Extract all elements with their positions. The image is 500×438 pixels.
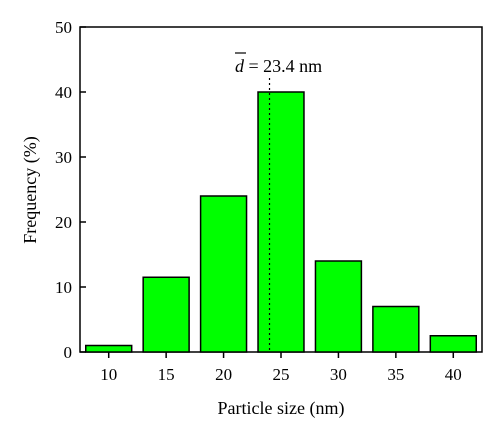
mean-annotation: d = 23.4 nm — [235, 52, 322, 76]
x-tick-label: 40 — [445, 365, 462, 384]
x-axis-title: Particle size (nm) — [218, 398, 345, 419]
y-tick-label: 40 — [55, 83, 72, 102]
x-tick-label: 15 — [158, 365, 175, 384]
bar-10 — [84, 344, 133, 353]
x-tick-label: 30 — [330, 365, 347, 384]
x-axis-ticks: 10 15 20 25 30 35 40 — [100, 352, 462, 384]
x-tick-label: 35 — [387, 365, 404, 384]
y-tick-label: 0 — [64, 343, 73, 362]
bar-15 — [142, 276, 190, 353]
y-tick-label: 20 — [55, 213, 72, 232]
mean-value-label: = 23.4 nm — [244, 56, 322, 76]
svg-text:d = 23.4 nm: d = 23.4 nm — [235, 56, 322, 76]
bar-40 — [429, 335, 478, 353]
bar-25 — [257, 91, 305, 353]
x-tick-label: 20 — [215, 365, 232, 384]
x-tick-label: 25 — [273, 365, 290, 384]
x-tick-label: 10 — [100, 365, 117, 384]
y-tick-label: 50 — [55, 18, 72, 37]
bar-20 — [199, 195, 248, 353]
y-tick-label: 10 — [55, 278, 72, 297]
y-axis-title: Frequency (%) — [20, 136, 41, 243]
y-tick-label: 30 — [55, 148, 72, 167]
mean-symbol: d — [235, 56, 245, 76]
bar-35 — [372, 305, 420, 353]
bar-30 — [314, 260, 363, 353]
bars-group — [84, 91, 478, 353]
y-axis-ticks: 0 10 20 30 40 50 — [55, 18, 86, 362]
